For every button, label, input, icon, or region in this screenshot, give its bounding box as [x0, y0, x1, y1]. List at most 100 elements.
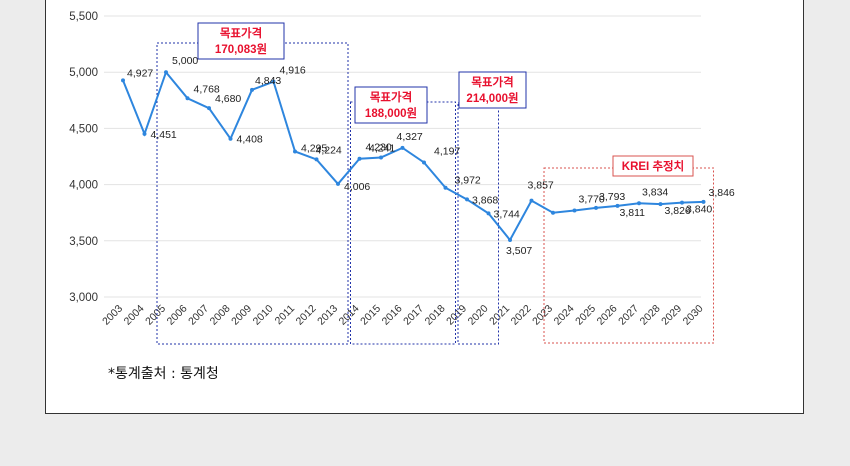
data-label: 4,224 [316, 144, 342, 156]
data-label: 4,916 [280, 65, 306, 77]
annotation-label: 목표가격 [220, 26, 262, 40]
data-label: 4,451 [151, 129, 177, 141]
annotation-label-box [354, 86, 428, 124]
chart-frame: 3,000 3,500 4,000 4,500 5,000 5,500 2003 2004 20… [45, 0, 804, 414]
data-label: 3,868 [472, 194, 498, 206]
data-point [615, 203, 620, 208]
x-tick-label: 2017 [401, 303, 426, 328]
data-point [207, 106, 211, 111]
data-label: 4,230 [366, 142, 392, 154]
data-point [443, 185, 448, 190]
x-tick-label: 2015 [358, 303, 383, 328]
x-tick-label: 2016 [380, 303, 405, 328]
data-point [637, 201, 641, 206]
x-tick-label: 2026 [595, 303, 620, 328]
x-tick-label: 2030 [681, 303, 706, 328]
data-point [336, 181, 340, 186]
data-point [185, 96, 190, 101]
annotation-label-box [197, 22, 285, 60]
x-tick-label: 2006 [165, 303, 190, 328]
x-tick-label: 2024 [552, 303, 577, 328]
data-point [164, 70, 168, 75]
data-point [572, 208, 577, 213]
x-tick-label: 2007 [186, 303, 211, 328]
data-label: 3,826 [665, 205, 691, 217]
data-label: 4,006 [344, 181, 370, 193]
x-tick-label: 2029 [659, 303, 684, 328]
x-tick-label: 2005 [143, 303, 168, 328]
x-tick-label: 2019 [444, 303, 469, 328]
data-point [314, 157, 319, 162]
annotation-label-box [458, 71, 527, 109]
data-label: 3,770 [579, 193, 605, 205]
data-label: 3,857 [528, 180, 554, 192]
data-label: 3,744 [494, 208, 520, 220]
data-point [357, 156, 362, 161]
data-point [271, 79, 276, 84]
data-label: 5,000 [172, 55, 198, 67]
data-point [228, 136, 233, 141]
y-tick-label: 5,500 [69, 11, 98, 23]
x-tick-label: 2018 [423, 303, 448, 328]
annotation-label: 170,083원 [215, 42, 267, 56]
data-point [701, 199, 706, 204]
data-point [121, 78, 125, 83]
line-chart: 3,0003,5004,0004,5005,0005,5002003200420… [69, 11, 735, 345]
x-tick-label: 2003 [100, 303, 125, 328]
data-label: 4,241 [369, 143, 395, 155]
x-tick-label: 2011 [273, 303, 298, 328]
data-label: 3,972 [455, 175, 481, 187]
data-label: 4,843 [255, 75, 281, 87]
source-note: *통계출처 : 통계청 [108, 366, 219, 382]
data-point [400, 145, 405, 150]
x-tick-label: 2012 [294, 303, 319, 328]
data-label: 3,840 [686, 204, 712, 216]
annotation-label: 목표가격 [370, 90, 412, 104]
x-tick-label: 2020 [466, 303, 491, 328]
data-point [422, 160, 426, 165]
data-label: 4,680 [215, 93, 241, 105]
x-tick-label: 2023 [530, 303, 555, 328]
data-label: 4,295 [301, 142, 327, 154]
data-point [250, 87, 254, 92]
data-label: 3,834 [642, 186, 668, 198]
data-point [379, 155, 383, 160]
annotation-label: 214,000원 [466, 91, 518, 105]
x-tick-label: 2014 [337, 303, 362, 328]
annotation-label: 목표가격 [471, 75, 513, 89]
y-tick-label: 3,000 [69, 292, 98, 304]
data-label: 4,408 [237, 134, 263, 146]
y-tick-label: 4,000 [69, 180, 98, 192]
y-tick-label: 5,000 [69, 67, 98, 79]
annotation-label: 188,000원 [365, 106, 417, 120]
x-tick-label: 2004 [122, 303, 147, 328]
y-tick-label: 4,500 [69, 123, 98, 135]
data-label: 3,846 [709, 187, 735, 199]
data-label: 4,927 [127, 67, 153, 79]
annotation-label-box [612, 155, 694, 177]
x-tick-label: 2028 [638, 303, 663, 328]
x-tick-label: 2009 [229, 303, 254, 328]
series-line [122, 70, 704, 242]
annotation-box [156, 42, 349, 345]
data-label: 3,811 [620, 207, 646, 219]
data-point [293, 149, 297, 154]
data-point [508, 238, 512, 243]
data-label: 4,197 [434, 145, 460, 157]
x-tick-label: 2008 [208, 303, 233, 328]
data-point [486, 211, 491, 216]
x-tick-label: 2010 [251, 303, 276, 328]
data-label: 3,793 [599, 191, 625, 203]
data-label: 4,768 [194, 83, 220, 95]
data-point [465, 197, 469, 202]
data-label: 3,507 [506, 245, 532, 257]
data-point [594, 205, 598, 210]
x-tick-label: 2021 [487, 303, 512, 328]
data-point [142, 131, 147, 136]
data-label: 4,327 [397, 131, 423, 143]
x-tick-label: 2013 [315, 303, 340, 328]
x-tick-label: 2025 [573, 303, 598, 328]
data-point [658, 202, 663, 207]
data-point [529, 198, 534, 203]
data-point [551, 210, 555, 215]
